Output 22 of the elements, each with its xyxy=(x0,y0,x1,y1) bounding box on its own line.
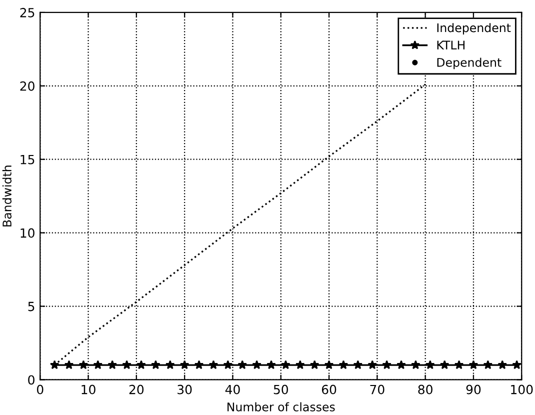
x-tick-label: 50 xyxy=(274,384,288,394)
y-tick-label: 25 xyxy=(20,8,34,18)
x-tick-label: 10 xyxy=(82,384,96,394)
y-tick-label: 0 xyxy=(28,375,34,385)
legend-label: KTLH xyxy=(437,40,464,50)
x-tick-label: 70 xyxy=(370,384,384,394)
legend-label: Independent xyxy=(437,23,511,34)
x-tick-label: 0 xyxy=(36,384,44,394)
x-tick-label: 20 xyxy=(129,384,144,394)
x-tick-label: 60 xyxy=(322,384,336,394)
y-tick-label: 5 xyxy=(28,302,34,312)
x-tick-label: 40 xyxy=(225,384,240,394)
x-tick-label: 80 xyxy=(418,384,432,394)
x-tick-label: 30 xyxy=(178,384,192,394)
y-tick-label: 10 xyxy=(20,228,34,238)
x-axis-title: Number of classes xyxy=(228,402,335,412)
legend-label: Dependent xyxy=(437,58,502,70)
y-axis-title: Bandwidth xyxy=(2,166,12,226)
x-tick-label: 100 xyxy=(511,384,533,394)
y-tick-label: 15 xyxy=(20,154,34,164)
x-tick-label: 90 xyxy=(466,384,481,394)
y-tick-label: 20 xyxy=(20,81,34,91)
